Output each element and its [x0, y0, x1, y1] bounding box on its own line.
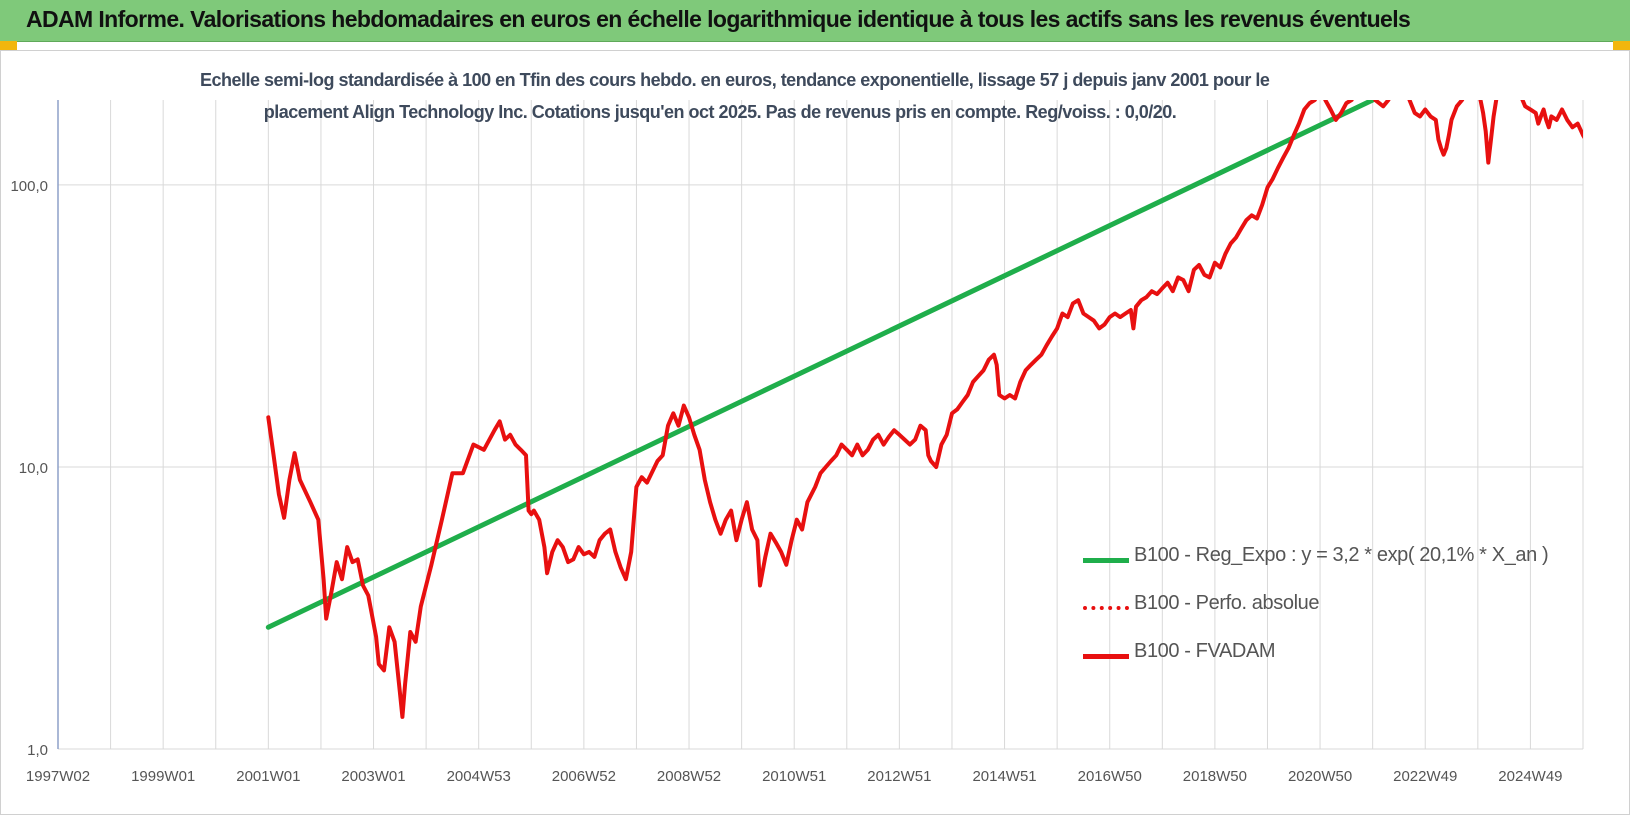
- legend-swatch-trend: [1083, 558, 1129, 563]
- x-tick-label: 2008W52: [657, 768, 721, 785]
- chart-subtitle-line-2: placement Align Technology Inc. Cotation…: [263, 102, 1177, 122]
- x-tick-label: 1997W02: [26, 768, 90, 785]
- legend-label-fvadam: B100 - FVADAM: [1134, 640, 1276, 662]
- corner-accent-right: [1613, 41, 1630, 51]
- legend-swatch-perfo: [1083, 606, 1129, 610]
- corner-accent-left: [0, 41, 17, 51]
- x-tick-label: 1999W01: [131, 768, 195, 785]
- legend-swatch-fvadam: [1083, 654, 1129, 659]
- y-tick-label: 1,0: [27, 742, 48, 759]
- x-tick-label: 2006W52: [552, 768, 616, 785]
- series-fvadam-line: [266, 100, 1317, 719]
- series-fvadam-line: [1520, 100, 1583, 139]
- title-banner: ADAM Informe. Valorisations hebdomadaire…: [0, 0, 1630, 42]
- x-tick-label: 2001W01: [236, 768, 300, 785]
- x-tick-label: 2016W50: [1078, 768, 1142, 785]
- series-fvadam-line: [1323, 100, 1354, 122]
- series-fvadam-line: [1373, 100, 1391, 109]
- legend-label-perfo: B100 - Perfo. absolue: [1134, 592, 1320, 614]
- report-title: ADAM Informe. Valorisations hebdomadaire…: [26, 6, 1411, 32]
- series-layer: [265, 100, 1583, 719]
- y-tick-label: 10,0: [19, 460, 48, 477]
- gridlines: [57, 100, 1584, 750]
- series-fvadam-line: [1478, 100, 1499, 165]
- x-tick-label: 2014W51: [972, 768, 1036, 785]
- x-tick-label: 2018W50: [1183, 768, 1247, 785]
- series-trend-line: [265, 100, 1376, 630]
- tick-labels: 1,0 10,0 100,0 1997W02 1999W01 2001W01 2003W01…: [10, 178, 1562, 785]
- x-tick-label: 2020W50: [1288, 768, 1352, 785]
- x-tick-label: 2003W01: [341, 768, 405, 785]
- x-tick-label: 2022W49: [1393, 768, 1457, 785]
- x-tick-label: 2004W53: [447, 768, 511, 785]
- y-tick-label: 100,0: [10, 178, 48, 195]
- x-tick-label: 2010W51: [762, 768, 826, 785]
- x-tick-label: 2024W49: [1498, 768, 1562, 785]
- series-fvadam-line: [1407, 100, 1465, 157]
- x-tick-label: 2012W51: [867, 768, 931, 785]
- legend-label-trend: B100 - Reg_Expo : y = 3,2 * exp( 20,1% *…: [1134, 544, 1549, 566]
- chart-subtitle-line-1: Echelle semi-log standardisée à 100 en T…: [200, 70, 1270, 90]
